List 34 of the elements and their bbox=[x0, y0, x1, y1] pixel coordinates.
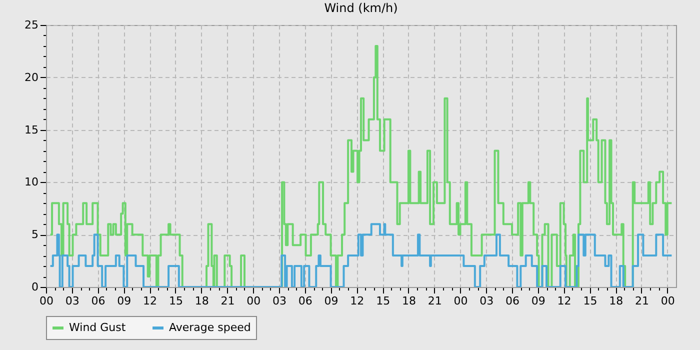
x-tick-label: 09 bbox=[531, 294, 546, 308]
x-tick-label: 15 bbox=[168, 294, 183, 308]
x-tick-label: 00 bbox=[660, 294, 675, 308]
x-tick-label: 15 bbox=[583, 294, 598, 308]
x-tick-label: 18 bbox=[402, 294, 416, 308]
y-tick-label: 5 bbox=[32, 228, 38, 242]
x-tick-label: 21 bbox=[634, 294, 649, 308]
legend-label: Wind Gust bbox=[69, 321, 126, 334]
x-tick-label: 18 bbox=[609, 294, 624, 308]
x-tick-label: 12 bbox=[557, 294, 572, 308]
y-tick-label: 15 bbox=[24, 123, 38, 136]
x-tick-label: 00 bbox=[454, 294, 468, 308]
x-tick-label: 06 bbox=[91, 294, 106, 308]
x-tick-label: 09 bbox=[324, 294, 338, 308]
chart-title: Wind (km/h) bbox=[324, 1, 398, 15]
x-tick-label: 21 bbox=[220, 294, 235, 308]
x-tick-label: 09 bbox=[117, 294, 132, 308]
y-tick-label: 10 bbox=[24, 176, 38, 189]
x-tick-label: 06 bbox=[506, 294, 520, 308]
x-tick-label: 03 bbox=[272, 294, 287, 308]
x-tick-label: 12 bbox=[350, 294, 364, 308]
y-tick-label: 25 bbox=[24, 18, 38, 32]
x-tick-label: 00 bbox=[40, 294, 54, 308]
x-tick-label: 15 bbox=[376, 294, 390, 308]
x-tick-label: 00 bbox=[246, 294, 261, 308]
y-tick-label: 20 bbox=[24, 70, 38, 84]
y-tick-label: 0 bbox=[32, 280, 38, 294]
x-tick-label: 06 bbox=[298, 294, 312, 308]
x-tick-label: 21 bbox=[428, 294, 442, 308]
x-tick-label: 18 bbox=[194, 294, 209, 308]
x-tick-label: 03 bbox=[480, 294, 494, 308]
x-tick-label: 12 bbox=[143, 294, 158, 308]
x-tick-label: 03 bbox=[65, 294, 80, 308]
legend-label: Average speed bbox=[169, 321, 251, 334]
